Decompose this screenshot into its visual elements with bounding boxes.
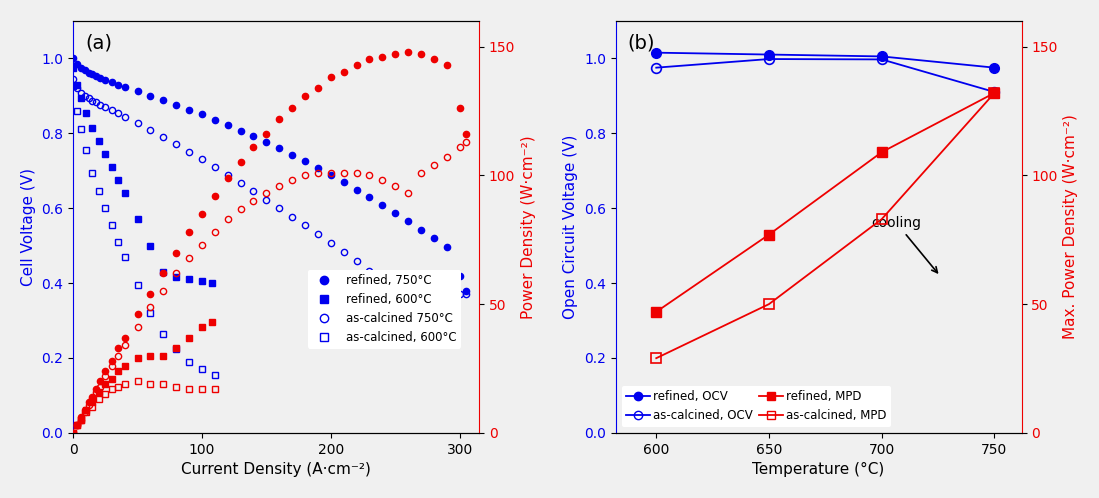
- X-axis label: Temperature (°C): Temperature (°C): [753, 462, 885, 477]
- Text: (a): (a): [86, 33, 112, 52]
- Y-axis label: Cell Voltage (V): Cell Voltage (V): [21, 168, 36, 286]
- Legend: refined, 750°C, refined, 600°C, as-calcined 750°C, as-calcined, 600°C: refined, 750°C, refined, 600°C, as-calci…: [308, 270, 460, 349]
- Y-axis label: Power Density (W·cm⁻²): Power Density (W·cm⁻²): [521, 135, 535, 319]
- Text: (b): (b): [628, 33, 655, 52]
- X-axis label: Current Density (A·cm⁻²): Current Density (A·cm⁻²): [181, 462, 371, 477]
- Y-axis label: Open Circuit Voltage (V): Open Circuit Voltage (V): [564, 134, 578, 319]
- Legend: refined, OCV, as-calcined, OCV, refined, MPD, as-calcined, MPD: refined, OCV, as-calcined, OCV, refined,…: [622, 385, 891, 427]
- Y-axis label: Max. Power Density (W·cm⁻²): Max. Power Density (W·cm⁻²): [1063, 115, 1078, 339]
- Text: cooling: cooling: [872, 216, 937, 273]
